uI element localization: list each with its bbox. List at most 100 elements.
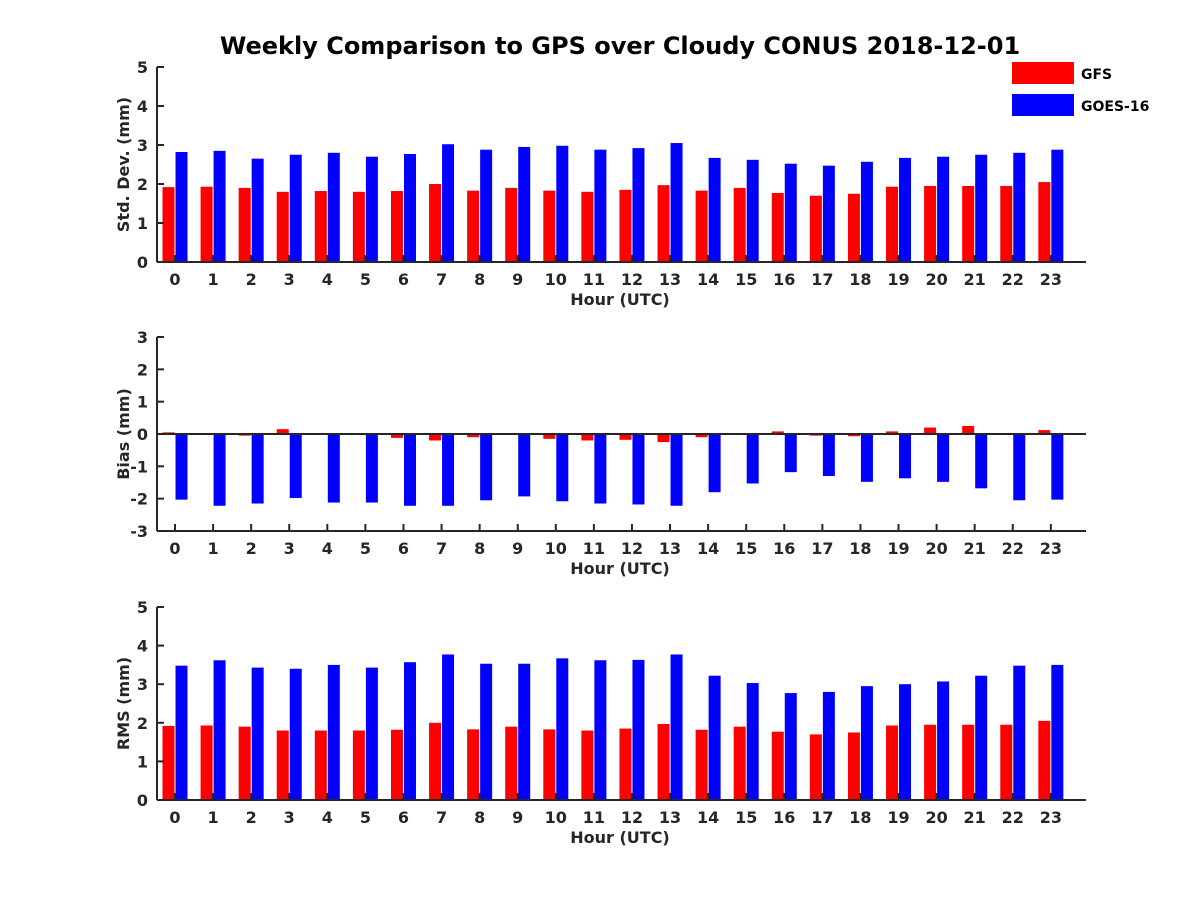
y-tick-label-rms: 0 (137, 791, 148, 810)
bar-stddev-gfs-13 (657, 185, 670, 262)
x-tick-label-bias: 23 (1040, 539, 1062, 558)
bar-bias-gfs-7 (429, 434, 442, 441)
bar-bias-goes16-5 (365, 434, 378, 503)
x-tick-label-stddev: 22 (1002, 270, 1024, 289)
x-tick-label-rms: 21 (964, 808, 986, 827)
x-tick-label-stddev: 11 (583, 270, 605, 289)
bar-stddev-gfs-17 (809, 195, 822, 262)
x-tick-label-bias: 4 (322, 539, 333, 558)
x-tick-label-stddev: 23 (1040, 270, 1062, 289)
y-tick-label-rms: 2 (137, 714, 148, 733)
x-tick-label-bias: 0 (169, 539, 180, 558)
y-tick-label-stddev: 1 (137, 214, 148, 233)
y-tick-label-bias: -1 (130, 457, 148, 476)
bar-bias-goes16-18 (860, 434, 873, 482)
y-tick-label-bias: 1 (137, 393, 148, 412)
x-tick-label-rms: 1 (208, 808, 219, 827)
x-tick-label-rms: 19 (887, 808, 909, 827)
x-tick-label-bias: 22 (1002, 539, 1024, 558)
bar-bias-goes16-10 (556, 434, 569, 502)
bar-bias-goes16-2 (251, 434, 264, 504)
bar-bias-gfs-16 (771, 431, 784, 434)
bar-stddev-gfs-5 (352, 191, 365, 262)
bar-stddev-goes16-12 (632, 148, 645, 262)
x-tick-label-rms: 13 (659, 808, 681, 827)
bar-bias-goes16-15 (746, 434, 759, 484)
x-tick-label-bias: 1 (208, 539, 219, 558)
x-tick-label-bias: 20 (925, 539, 947, 558)
bar-bias-gfs-3 (276, 429, 289, 434)
y-tick-label-bias: 3 (137, 328, 148, 347)
y-tick-label-rms: 5 (137, 598, 148, 617)
bar-rms-gfs-21 (962, 724, 975, 800)
bar-rms-goes16-3 (289, 668, 302, 800)
x-tick-label-stddev: 4 (322, 270, 333, 289)
x-tick-label-bias: 18 (849, 539, 871, 558)
bar-stddev-goes16-4 (327, 152, 340, 262)
legend-label-gfs: GFS (1081, 67, 1112, 83)
bar-stddev-goes16-10 (556, 145, 569, 262)
bar-rms-gfs-0 (162, 725, 175, 800)
x-tick-label-bias: 16 (773, 539, 795, 558)
bar-rms-goes16-14 (708, 675, 721, 800)
y-tick-label-stddev: 2 (137, 175, 148, 194)
bar-rms-goes16-16 (784, 693, 797, 800)
x-tick-label-rms: 5 (360, 808, 371, 827)
bar-rms-goes16-7 (442, 654, 455, 800)
x-tick-label-rms: 14 (697, 808, 719, 827)
bar-stddev-goes16-6 (403, 153, 416, 262)
x-tick-label-stddev: 12 (621, 270, 643, 289)
x-tick-label-rms: 9 (512, 808, 523, 827)
y-tick-label-stddev: 4 (137, 97, 148, 116)
x-tick-label-rms: 12 (621, 808, 643, 827)
x-tick-label-rms: 6 (398, 808, 409, 827)
bar-bias-gfs-13 (657, 434, 670, 443)
bar-rms-goes16-21 (975, 675, 988, 800)
bar-rms-gfs-22 (1000, 724, 1013, 800)
bar-bias-goes16-11 (594, 434, 607, 504)
x-tick-label-bias: 19 (887, 539, 909, 558)
x-tick-label-bias: 11 (583, 539, 605, 558)
x-tick-label-bias: 2 (246, 539, 257, 558)
x-tick-label-bias: 7 (436, 539, 447, 558)
bar-stddev-goes16-19 (899, 157, 912, 262)
x-tick-label-rms: 22 (1002, 808, 1024, 827)
bar-rms-gfs-20 (924, 724, 937, 800)
bar-rms-goes16-1 (213, 660, 226, 800)
bar-stddev-goes16-5 (365, 156, 378, 262)
x-tick-label-rms: 20 (925, 808, 947, 827)
bar-rms-gfs-12 (619, 728, 632, 800)
bar-rms-gfs-11 (581, 730, 594, 800)
bar-rms-gfs-3 (276, 730, 289, 800)
bar-stddev-goes16-20 (937, 156, 950, 262)
bar-bias-goes16-12 (632, 434, 645, 505)
bar-stddev-goes16-23 (1051, 149, 1064, 262)
x-tick-label-rms: 16 (773, 808, 795, 827)
y-tick-label-bias: 0 (137, 425, 148, 444)
bar-rms-gfs-17 (809, 734, 822, 800)
x-tick-label-rms: 15 (735, 808, 757, 827)
x-tick-label-stddev: 13 (659, 270, 681, 289)
bar-bias-goes16-19 (899, 434, 912, 479)
x-tick-label-rms: 17 (811, 808, 833, 827)
bar-rms-goes16-11 (594, 660, 607, 800)
x-tick-label-stddev: 16 (773, 270, 795, 289)
bar-bias-gfs-11 (581, 434, 594, 441)
x-axis-label-bias: Hour (UTC) (570, 559, 670, 578)
y-tick-label-rms: 1 (137, 752, 148, 771)
bar-bias-goes16-4 (327, 434, 340, 503)
x-tick-label-stddev: 6 (398, 270, 409, 289)
x-tick-label-stddev: 8 (474, 270, 485, 289)
bar-rms-gfs-4 (314, 730, 327, 800)
bar-rms-goes16-2 (251, 667, 264, 800)
bar-stddev-goes16-18 (860, 161, 873, 262)
bar-bias-goes16-17 (822, 434, 835, 477)
bar-rms-gfs-8 (467, 729, 480, 800)
y-axis-label-bias: Bias (mm) (114, 388, 133, 480)
bar-rms-goes16-10 (556, 658, 569, 800)
bar-stddev-gfs-1 (200, 186, 213, 262)
bar-bias-goes16-8 (480, 434, 493, 501)
bar-rms-gfs-18 (847, 732, 860, 800)
x-tick-label-bias: 9 (512, 539, 523, 558)
bar-rms-goes16-9 (518, 663, 531, 800)
